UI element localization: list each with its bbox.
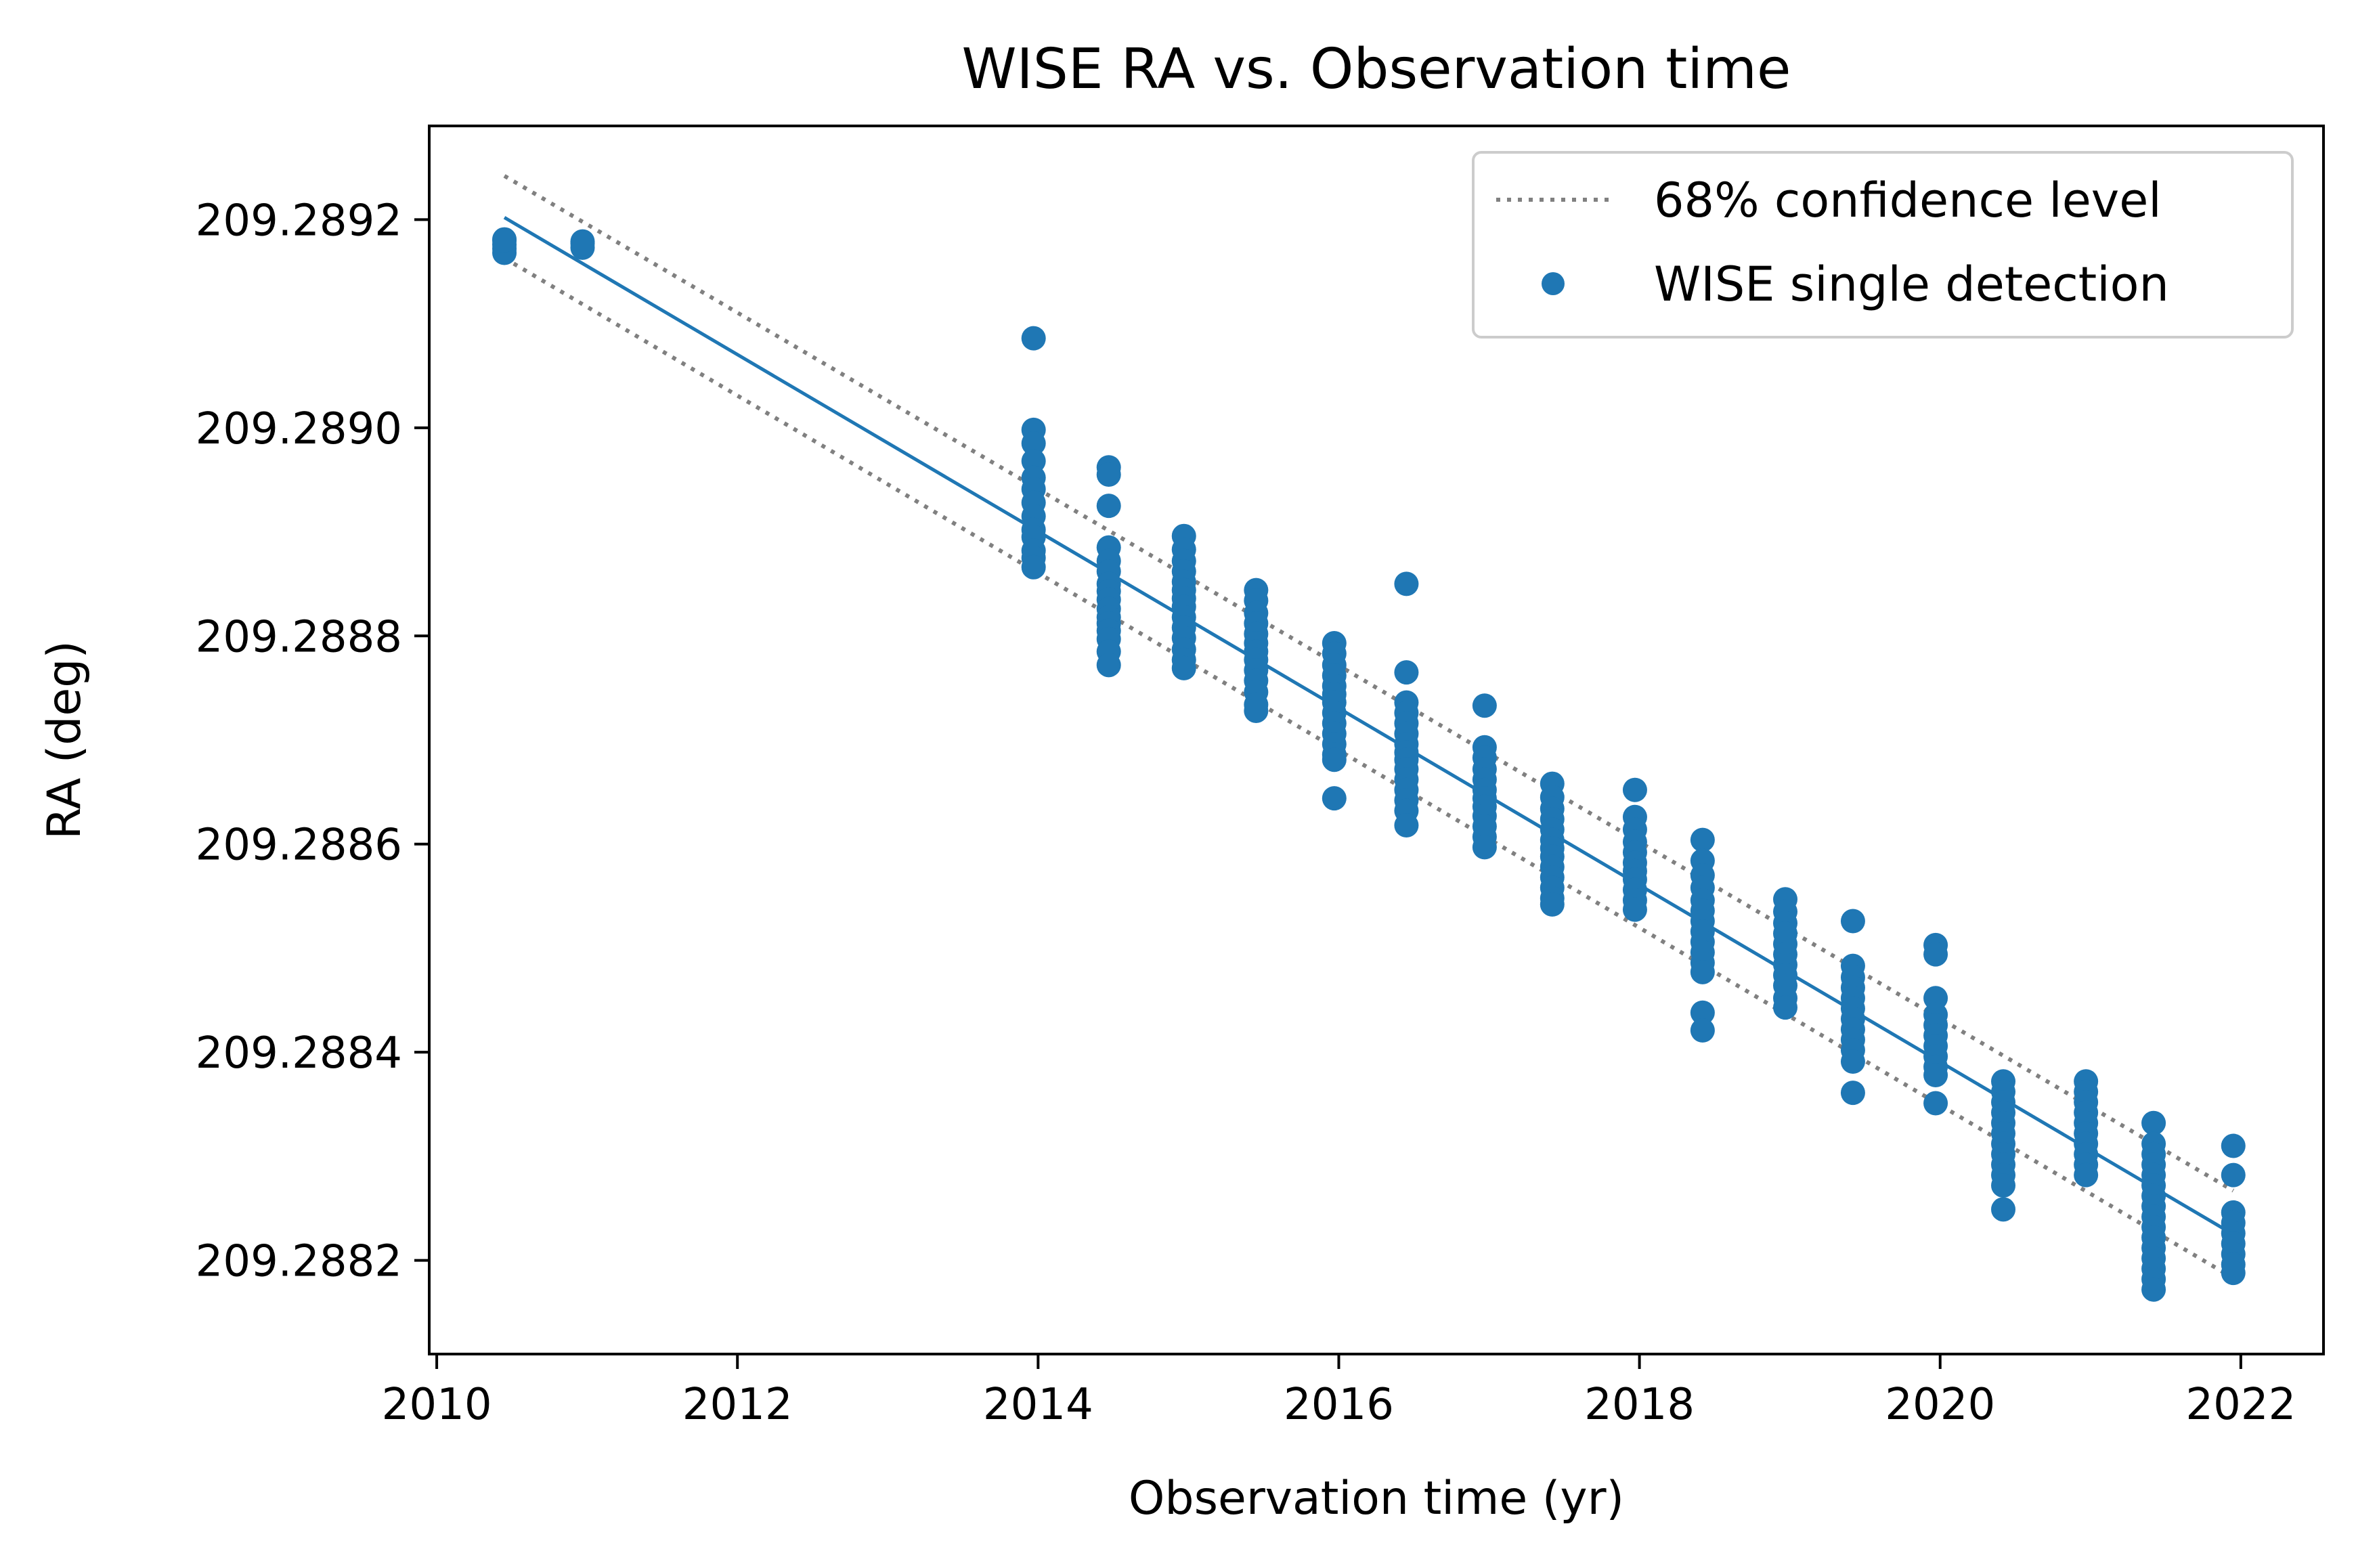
data-point: [1540, 892, 1565, 917]
data-point: [1096, 462, 1121, 487]
data-point: [1394, 660, 1419, 685]
data-point: [2221, 1133, 2246, 1158]
data-point: [1244, 698, 1269, 723]
data-point: [1991, 1197, 2016, 1222]
data-point: [2141, 1277, 2166, 1302]
data-point: [1840, 1081, 1865, 1106]
x-tick-label: 2014: [983, 1380, 1093, 1430]
data-point: [570, 231, 595, 256]
data-point: [1773, 995, 1798, 1020]
data-point: [1622, 777, 1647, 802]
y-tick-label: 209.2884: [196, 1028, 402, 1079]
x-tick-label: 2012: [682, 1380, 793, 1430]
data-point: [1840, 909, 1865, 934]
data-point: [1021, 326, 1046, 351]
data-point: [1923, 986, 1948, 1011]
legend-label-detection: WISE single detection: [1654, 257, 2169, 312]
axes-frame: [428, 125, 2325, 1355]
data-point: [1622, 897, 1647, 922]
legend-detection-swatch: [1542, 272, 1565, 295]
y-tick-label: 209.2886: [196, 821, 402, 871]
y-tick-label: 209.2890: [196, 404, 402, 454]
legend-box: [1472, 151, 2294, 339]
data-point: [1923, 1063, 1948, 1088]
data-point: [1472, 835, 1497, 860]
data-point: [492, 228, 517, 253]
data-point: [1923, 942, 1948, 967]
y-tick-label: 209.2888: [196, 612, 402, 662]
x-tick-label: 2010: [382, 1380, 492, 1430]
axis-ticks: 2010 2012 2014 2016 2018 2020 2022 209.2882 209.…: [196, 196, 2296, 1430]
y-tick-label: 209.2892: [196, 196, 402, 246]
data-point: [1322, 786, 1347, 811]
y-axis-label: RA (deg): [38, 640, 91, 840]
legend-label-confidence: 68% confidence level: [1654, 173, 2162, 228]
x-axis-label: Observation time (yr): [1129, 1472, 1624, 1525]
data-point: [1322, 747, 1347, 772]
data-point: [2221, 1162, 2246, 1188]
data-point: [2141, 1110, 2166, 1135]
data-point: [1021, 431, 1046, 456]
data-point: [1394, 813, 1419, 838]
data-point: [1021, 449, 1046, 474]
data-point: [1472, 693, 1497, 718]
x-tick-label: 2022: [2185, 1380, 2296, 1430]
legend: 68% confidence level WISE single detecti…: [1472, 151, 2294, 339]
data-point: [1096, 494, 1121, 519]
data-point: [1021, 554, 1046, 580]
x-tick-label: 2016: [1284, 1380, 1394, 1430]
data-point: [1690, 1018, 1715, 1043]
x-tick-label: 2020: [1885, 1380, 1995, 1430]
data-point: [1690, 959, 1715, 984]
y-tick-label: 209.2882: [196, 1237, 402, 1287]
data-point: [1923, 1091, 1948, 1116]
data-point: [1840, 1049, 1865, 1074]
data-point: [1690, 1000, 1715, 1025]
chart-title: WISE RA vs. Observation time: [961, 37, 1791, 102]
plot-area: [492, 174, 2246, 1302]
data-point: [2221, 1261, 2246, 1286]
data-point: [1690, 827, 1715, 852]
data-point: [1394, 571, 1419, 596]
data-point: [2074, 1162, 2099, 1188]
data-point: [1171, 655, 1196, 680]
data-point: [1096, 653, 1121, 678]
x-tick-label: 2018: [1584, 1380, 1695, 1430]
data-point: [1991, 1173, 2016, 1198]
